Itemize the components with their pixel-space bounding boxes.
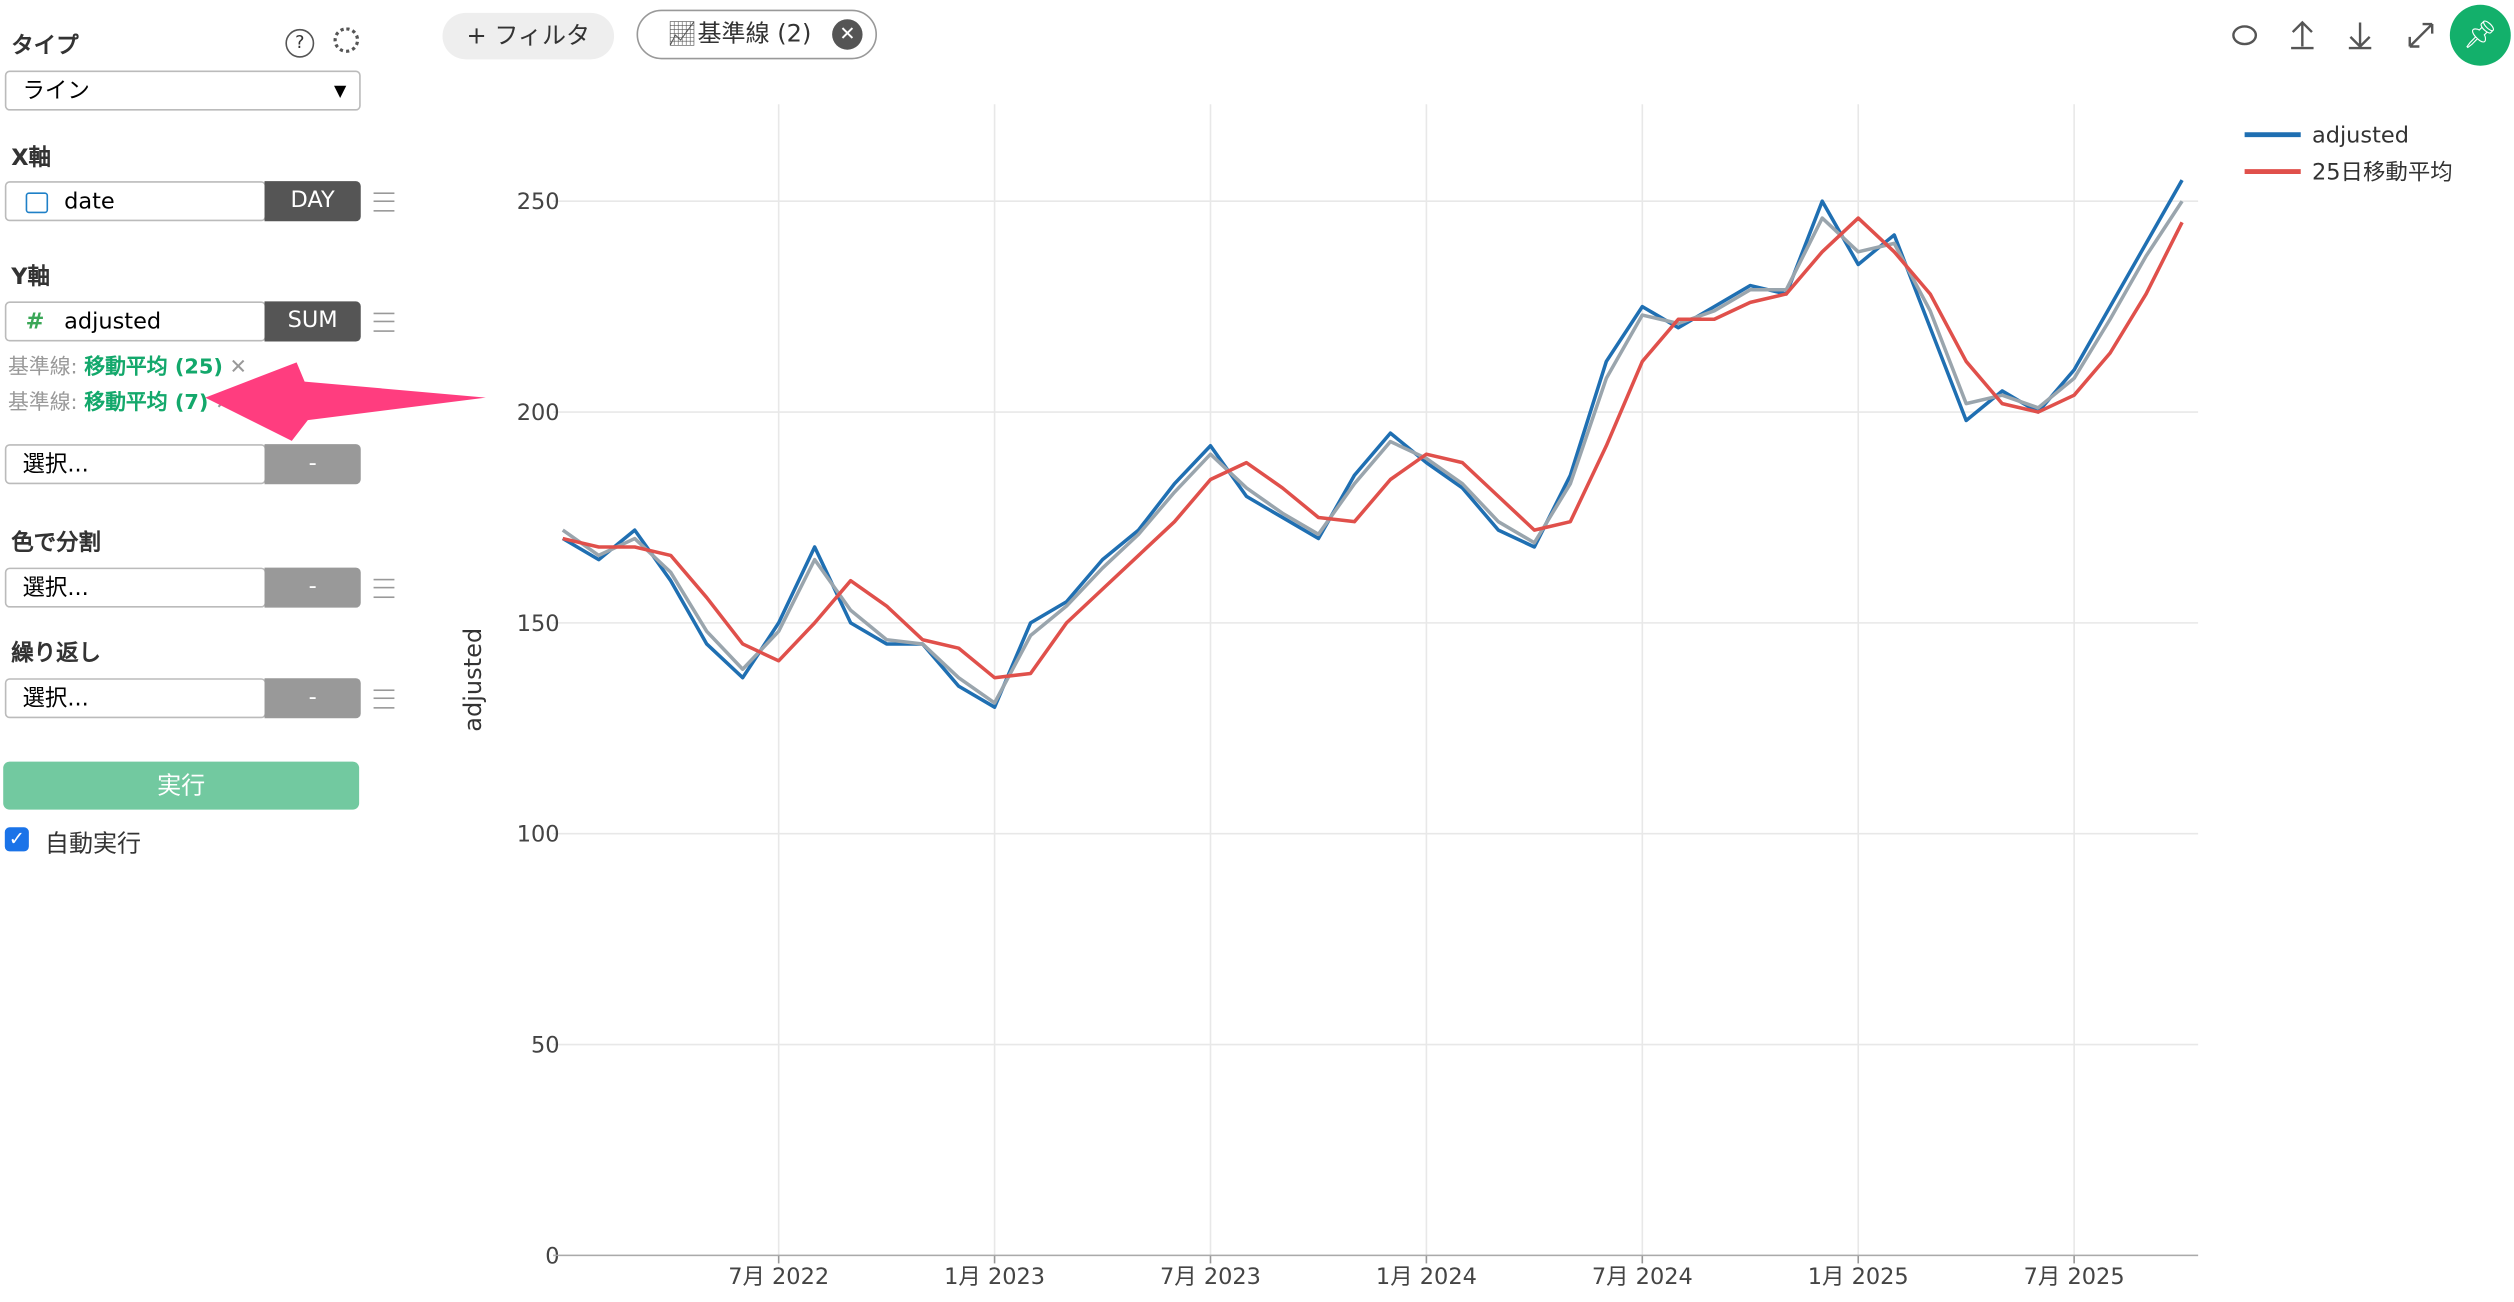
toolbar-icons[interactable] bbox=[2232, 20, 2434, 50]
pin-button[interactable]: 📌︎ bbox=[2449, 4, 2511, 66]
ref-line: 基準線: 移動平均 (25) ✕ bbox=[8, 355, 248, 380]
legend-label: adjusted bbox=[2312, 123, 2409, 149]
menu[interactable] bbox=[373, 312, 395, 332]
prefix: 基準線: bbox=[8, 391, 78, 416]
series-line bbox=[561, 200, 2184, 705]
x-tick-label: 7月 2024 bbox=[1592, 1264, 1693, 1290]
type-select[interactable]: ライン ▼ bbox=[4, 70, 361, 111]
y-tick-label: 150 bbox=[517, 611, 560, 637]
label: タイプ bbox=[11, 33, 79, 60]
ref-name[interactable]: 移動平均 (7) bbox=[84, 391, 209, 416]
y-agg[interactable]: SUM bbox=[264, 301, 361, 342]
select[interactable]: 選択... bbox=[4, 567, 267, 608]
y-tick-label: 50 bbox=[531, 1033, 560, 1059]
filter-button[interactable]: + フィルタ bbox=[442, 12, 615, 60]
checkbox[interactable]: ✓ bbox=[4, 827, 29, 852]
series-line bbox=[562, 216, 2184, 680]
menu[interactable] bbox=[373, 689, 395, 709]
chip-label: 基準線 (2) bbox=[697, 19, 812, 49]
y-field[interactable]: # adjusted bbox=[4, 301, 267, 342]
menu[interactable] bbox=[373, 578, 395, 599]
y-tick-label: 200 bbox=[517, 400, 560, 426]
series-line bbox=[561, 179, 2184, 709]
select-btn[interactable]: - bbox=[264, 444, 361, 485]
label: Y軸 bbox=[11, 264, 50, 291]
menu[interactable] bbox=[373, 192, 395, 212]
value: ライン bbox=[22, 78, 90, 105]
settings-icon[interactable] bbox=[333, 27, 360, 53]
x-tick-label: 1月 2024 bbox=[1376, 1264, 1477, 1290]
run-button[interactable]: 実行 bbox=[3, 761, 360, 810]
y-tick-label: 250 bbox=[517, 189, 560, 215]
label: 繰り返し bbox=[11, 641, 102, 667]
value: adjusted bbox=[64, 309, 162, 336]
x-tick-label: 1月 2025 bbox=[1808, 1264, 1909, 1290]
y-tick-label: 0 bbox=[545, 1243, 559, 1269]
x-tick-label: 7月 2022 bbox=[728, 1264, 829, 1290]
select[interactable]: 選択... bbox=[4, 678, 267, 719]
label: 色で分割 bbox=[11, 530, 102, 557]
x-field[interactable]: date bbox=[4, 181, 267, 222]
select[interactable]: 選択... bbox=[4, 444, 267, 485]
help-icon[interactable]: ? bbox=[285, 28, 315, 58]
select-btn[interactable]: - bbox=[264, 678, 361, 719]
select-btn[interactable]: - bbox=[264, 567, 361, 608]
x-agg[interactable]: DAY bbox=[264, 181, 361, 222]
ref-chip[interactable]: 📈︎基準線 (2) ✕ bbox=[636, 9, 878, 60]
x-tick-label: 7月 2023 bbox=[1160, 1264, 1261, 1290]
ref-name[interactable]: 移動平均 (25) bbox=[84, 355, 223, 380]
prefix: 基準線: bbox=[8, 355, 78, 380]
ref-line: 基準線: 移動平均 (7) ✕ bbox=[8, 385, 233, 415]
legend-label: 25日移動平均 bbox=[2312, 160, 2453, 186]
y-tick-label: 100 bbox=[517, 822, 560, 848]
x-tick-label: 1月 2023 bbox=[944, 1264, 1045, 1290]
value: date bbox=[64, 189, 115, 215]
label: 自動実行 bbox=[44, 828, 142, 858]
y-axis-label: adjusted bbox=[459, 628, 487, 732]
label: X軸 bbox=[11, 145, 51, 172]
annotation-arrow bbox=[205, 362, 486, 441]
x-tick-label: 7月 2025 bbox=[2024, 1264, 2125, 1290]
